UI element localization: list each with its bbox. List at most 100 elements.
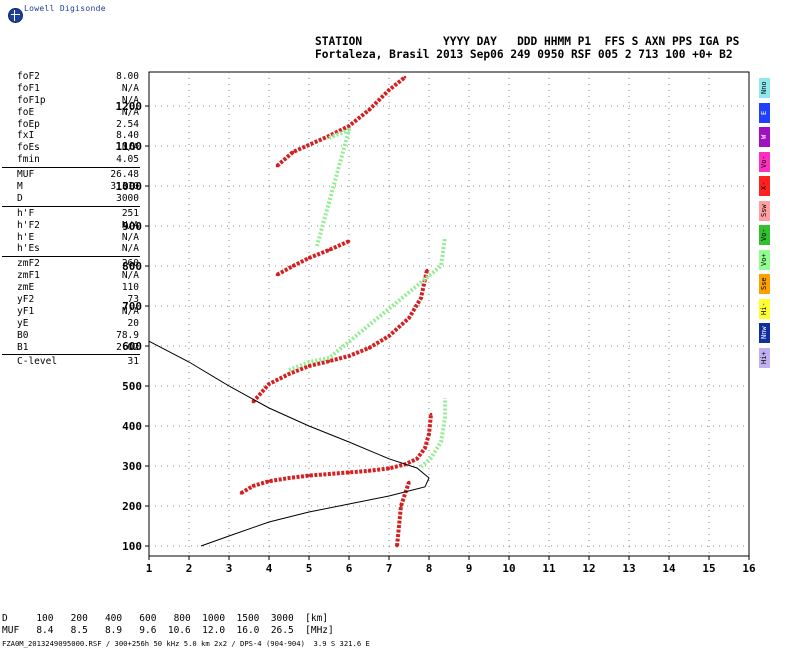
parameter-key: h'F xyxy=(17,207,35,219)
parameter-divider xyxy=(2,354,140,356)
muf-row: MUF 8.4 8.5 8.9 9.6 10.6 12.0 16.0 26.5 … xyxy=(2,624,334,636)
parameter-row: D 3000 xyxy=(2,193,142,205)
o-trace-point xyxy=(427,432,431,436)
parameter-row: B0 78.9 xyxy=(2,330,142,342)
parameter-value: 31 xyxy=(127,356,139,368)
parameter-key: foEs xyxy=(17,142,40,154)
parameter-value: N/A xyxy=(121,94,139,106)
y-tick-label: 1200 xyxy=(116,100,143,113)
parameter-row: M 3.310 xyxy=(2,181,142,193)
x-trace xyxy=(315,128,351,247)
x-tick-label: 4 xyxy=(266,562,273,575)
o-trace-point xyxy=(387,467,391,470)
parameter-value: 78.9 xyxy=(116,329,139,341)
parameter-key: B0 xyxy=(17,329,29,341)
o-trace-point xyxy=(395,544,399,548)
x-tick-label: 7 xyxy=(386,562,393,575)
o-trace-point xyxy=(291,150,295,154)
o-trace-point xyxy=(419,296,423,300)
parameter-key: h'F2 xyxy=(17,219,40,231)
profile-curve xyxy=(148,340,430,547)
station-header: STATION YYYY DAY DDD HHMM P1 FFS S AXN P… xyxy=(315,35,739,61)
o-trace-point xyxy=(327,359,331,363)
parameter-row: h'E N/A xyxy=(2,232,142,244)
x-tick-label: 6 xyxy=(346,562,353,575)
o-trace-point xyxy=(387,88,391,92)
parameter-row: h'F 251 xyxy=(2,208,142,220)
parameter-value: 2.54 xyxy=(116,118,139,130)
parameter-value: 3.310 xyxy=(110,181,139,193)
x-tick-label: 10 xyxy=(502,562,515,575)
o-trace-point xyxy=(407,316,411,320)
parameter-divider xyxy=(2,167,140,169)
parameter-divider xyxy=(2,205,140,207)
y-tick-label: 800 xyxy=(122,260,142,273)
parameter-row: zmF1 N/A xyxy=(2,270,142,282)
parameter-value: 4.05 xyxy=(116,154,139,166)
o-trace-point xyxy=(423,446,427,450)
o-trace-point xyxy=(287,476,291,480)
x-tick-label: 13 xyxy=(622,562,635,575)
y-tick-label: 200 xyxy=(122,500,142,513)
o-trace-point xyxy=(347,124,351,128)
file-info-footer: FZA0M_2013249095000.RSF / 300+256h 50 kH… xyxy=(2,639,370,648)
x-trace xyxy=(288,237,447,372)
parameter-row: fxI 8.40 xyxy=(2,130,142,142)
parameter-key: yE xyxy=(17,317,29,329)
o-trace-point xyxy=(287,372,291,376)
globe-icon xyxy=(8,8,23,23)
parameter-value: N/A xyxy=(121,142,139,154)
parameter-key: M xyxy=(17,181,23,193)
parameter-value: 251 xyxy=(121,207,139,219)
parameter-value: 2.02 xyxy=(116,341,139,353)
o-trace-point xyxy=(387,334,391,338)
parameter-key: C-level xyxy=(17,356,58,368)
parameter-key: D xyxy=(17,192,23,204)
parameter-key: foF1p xyxy=(17,94,46,106)
legend-item: Vo+ xyxy=(759,249,770,270)
parameter-row: foEp 2.54 xyxy=(2,119,142,131)
legend-item: Nno xyxy=(759,78,770,98)
x-tick-label: 3 xyxy=(226,562,233,575)
legend-item: X- xyxy=(759,176,770,196)
o-trace-point xyxy=(327,248,331,252)
parameter-key: yF1 xyxy=(17,305,35,317)
o-trace-point xyxy=(347,354,351,358)
y-tick-label: 100 xyxy=(122,540,142,553)
o-trace-point xyxy=(291,264,295,268)
o-trace-point xyxy=(275,164,279,168)
parameter-key: foEp xyxy=(17,118,40,130)
o-trace-point xyxy=(307,364,311,368)
parameter-row: fmin 4.05 xyxy=(2,154,142,166)
o-trace-point xyxy=(327,472,331,476)
parameter-key: h'E xyxy=(17,231,35,243)
header-line-1: STATION YYYY DAY DDD HHMM P1 FFS S AXN P… xyxy=(315,35,740,48)
parameter-value: N/A xyxy=(121,305,139,317)
o-trace xyxy=(239,413,433,495)
parameter-value: N/A xyxy=(121,243,139,255)
o-trace-point xyxy=(267,382,271,386)
parameter-row: MUF 26.48 xyxy=(2,169,142,181)
parameter-value: 20 xyxy=(127,317,139,329)
o-trace-point xyxy=(425,268,429,272)
x-tick-label: 12 xyxy=(582,562,595,575)
y-tick-label: 500 xyxy=(122,380,142,393)
o-trace-point xyxy=(367,469,371,473)
o-trace xyxy=(251,269,429,404)
o-trace-point xyxy=(347,239,351,243)
legend-item: Sse xyxy=(759,274,770,294)
o-trace-point xyxy=(415,457,419,461)
legend-item: E xyxy=(759,102,770,123)
parameter-row: yF2 73 xyxy=(2,294,142,306)
o-trace-point xyxy=(367,346,371,350)
parameter-key: B1 xyxy=(17,341,29,353)
o-trace-point xyxy=(347,471,351,474)
x-tick-label: 11 xyxy=(542,562,556,575)
y-tick-label: 1000 xyxy=(116,180,143,193)
parameter-row: foF2 8.00 xyxy=(2,71,142,83)
legend-item: Nnw xyxy=(759,323,770,343)
parameter-value: N/A xyxy=(121,219,139,231)
parameter-key: fxI xyxy=(17,130,35,142)
parameter-key: foF2 xyxy=(17,71,40,82)
